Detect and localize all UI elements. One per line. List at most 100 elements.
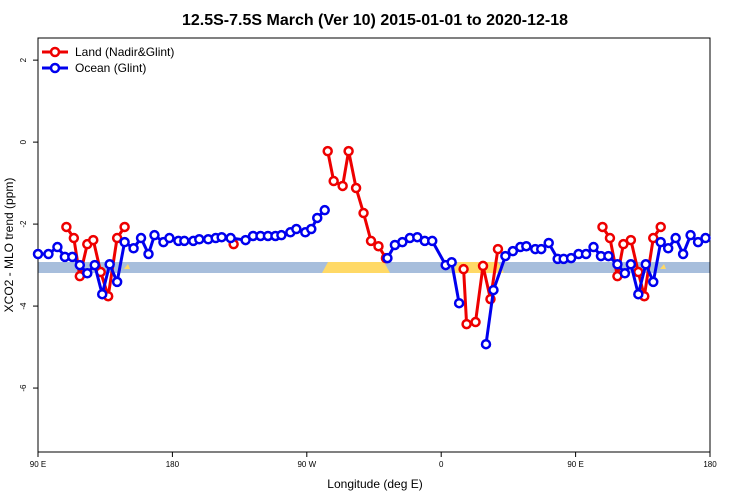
series-marker [700, 232, 711, 244]
series-marker [358, 207, 369, 219]
land-band [322, 262, 390, 273]
series-marker [328, 175, 339, 187]
series-line [38, 209, 326, 295]
series-marker [500, 250, 511, 262]
y-axis-label: XCO2 - MLO trend (ppm) [2, 178, 16, 313]
surface-band [38, 262, 710, 273]
series-marker [373, 240, 384, 252]
series-marker [52, 241, 63, 253]
series-marker [89, 259, 100, 271]
series-marker [477, 260, 489, 272]
series-marker [633, 288, 644, 300]
series-marker [291, 223, 302, 235]
series-marker [68, 232, 80, 244]
series-marker [677, 248, 689, 260]
series-marker [104, 259, 115, 270]
x-tick-label: 180 [703, 460, 717, 469]
series-marker [337, 180, 348, 192]
series-marker [655, 236, 666, 248]
series-marker [625, 259, 637, 270]
x-tick-label: 0 [439, 460, 444, 469]
series-marker [43, 248, 54, 260]
series-marker [453, 297, 465, 309]
series-marker [507, 245, 519, 257]
series-marker [633, 266, 644, 278]
series-marker [382, 252, 393, 264]
chart-title: 12.5S-7.5S March (Ver 10) 2015-01-01 to … [182, 12, 568, 29]
x-tick-label: 90 W [297, 460, 316, 469]
series-marker [149, 229, 160, 241]
series-marker [618, 238, 629, 250]
series-marker [216, 231, 227, 243]
series-marker [179, 235, 190, 247]
series-marker [350, 182, 362, 194]
series-marker [612, 259, 623, 270]
series-marker [625, 234, 637, 246]
series-marker [446, 256, 457, 268]
legend: Land (Nadir&Glint) Ocean (Glint) [42, 45, 174, 75]
series-marker [365, 235, 377, 247]
series-marker [128, 243, 139, 254]
series [32, 204, 711, 350]
x-tick-label: 180 [166, 460, 180, 469]
series-marker [397, 236, 408, 248]
series-marker [588, 241, 599, 253]
legend-label: Ocean (Glint) [75, 61, 146, 75]
series-marker [32, 248, 44, 260]
series-marker [640, 259, 652, 270]
series-marker [458, 263, 469, 275]
series-marker [135, 232, 147, 244]
land-band [124, 264, 130, 269]
series-marker [492, 243, 504, 255]
series-marker [164, 232, 175, 244]
series-marker [306, 223, 317, 235]
series-marker [619, 268, 631, 279]
y-tick-label: 0 [19, 139, 28, 144]
series-marker [74, 259, 86, 271]
series [61, 145, 666, 330]
series-marker [82, 268, 93, 279]
series-marker [488, 284, 499, 296]
series-marker [119, 236, 130, 248]
series-marker [670, 232, 681, 244]
y-tick-label: 2 [19, 57, 28, 62]
x-tick-label: 90 E [30, 460, 46, 469]
series-marker [692, 236, 704, 248]
series-marker [565, 252, 577, 264]
series-marker [67, 251, 78, 263]
plot-frame [37, 37, 711, 453]
series-marker [426, 235, 438, 247]
series-marker [604, 232, 616, 244]
series-marker [111, 232, 123, 244]
series-marker [322, 145, 333, 157]
series-marker [319, 204, 330, 216]
series-marker [543, 237, 554, 249]
series-marker [111, 276, 123, 288]
series-marker [536, 243, 547, 255]
series-marker [96, 288, 108, 300]
series-marker [225, 232, 236, 244]
x-tick-label: 90 E [567, 460, 583, 469]
series-marker [655, 221, 666, 233]
legend-label: Land (Nadir&Glint) [75, 45, 174, 59]
y-tick-label: -6 [19, 384, 28, 392]
series-marker [470, 316, 481, 328]
series-marker [461, 318, 472, 330]
series-marker [276, 229, 287, 241]
y-tick-label: -2 [19, 220, 28, 228]
series-marker [88, 234, 99, 246]
series-marker [603, 250, 614, 262]
series-marker [143, 248, 154, 260]
x-axis-label: Longitude (deg E) [327, 477, 422, 491]
series-marker [480, 338, 492, 350]
series-marker [597, 221, 608, 233]
series-marker [194, 234, 205, 245]
series-marker [648, 276, 659, 288]
series-marker [240, 234, 251, 246]
y-tick-label: -4 [19, 302, 28, 310]
legend-marker [49, 46, 61, 58]
legend-marker [49, 62, 61, 74]
series-marker [662, 243, 674, 254]
series-marker [312, 212, 323, 224]
